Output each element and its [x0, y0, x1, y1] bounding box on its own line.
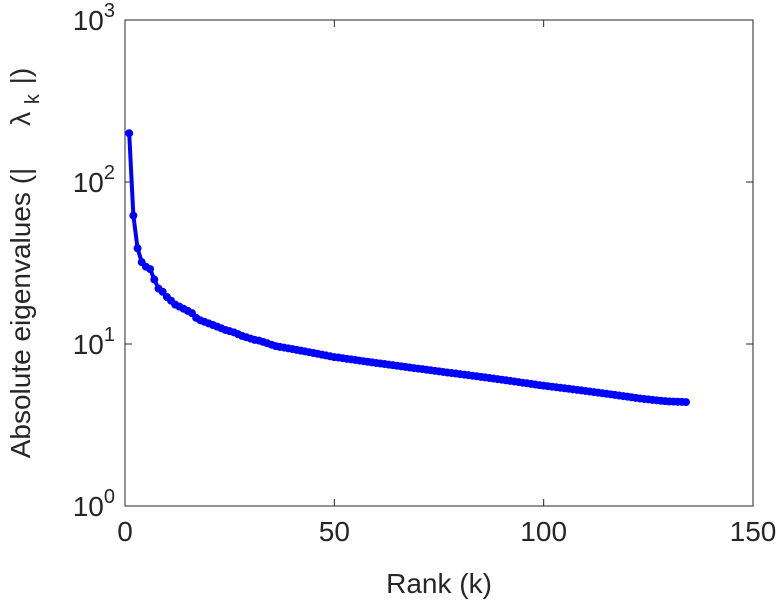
data-point [682, 398, 691, 407]
data-point [146, 265, 155, 274]
plot-area [124, 19, 754, 507]
series-group [125, 129, 691, 407]
y-axis-title-prefix: Absolute eigenvalues (| [5, 168, 36, 459]
data-point [129, 211, 138, 220]
x-tick-label: 150 [730, 516, 777, 547]
x-tick-label: 100 [520, 516, 567, 547]
y-tick-label: 103 [73, 0, 115, 36]
x-tick-label: 50 [319, 516, 350, 547]
y-axis-title-suffix: |) [5, 68, 36, 85]
x-tick-label: 0 [117, 516, 133, 547]
x-axis: 0 50 100 150 [117, 20, 776, 547]
data-point [133, 244, 142, 253]
y-tick-label: 100 [73, 486, 115, 522]
y-tick-label: 102 [73, 162, 115, 198]
y-axis-title-symbol: λ [5, 112, 36, 126]
data-point [125, 129, 134, 138]
y-axis-title: Absolute eigenvalues (| λ k |) [5, 68, 45, 459]
y-axis: 100 101 102 103 [73, 0, 753, 522]
y-tick-label: 101 [73, 324, 115, 360]
data-point [150, 275, 159, 284]
y-axis-title-subscript: k [22, 93, 44, 104]
x-axis-title: Rank (k) [386, 568, 492, 599]
